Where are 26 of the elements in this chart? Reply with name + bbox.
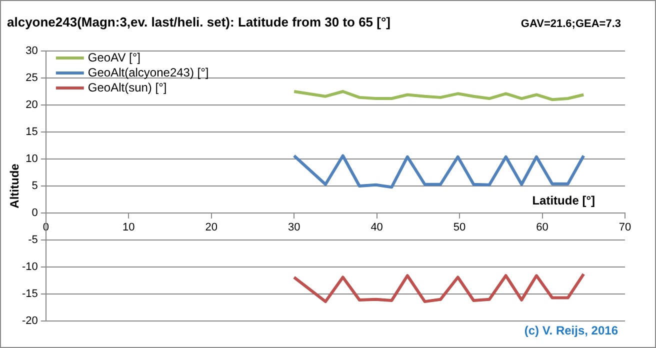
x-tick-label: 30 [288,222,300,234]
x-tick-label: 10 [122,222,135,234]
x-axis-title: Latitude [°] [532,193,595,208]
legend-label: GeoAlt(sun) [°] [88,80,167,94]
y-tick-label: 25 [26,72,38,84]
legend-label: GeoAV [°] [88,50,141,64]
x-tick-label: 50 [453,222,466,234]
x-tick-label: 40 [370,222,383,234]
y-tick-label: 15 [26,126,38,138]
y-tick-label: -5 [28,234,38,246]
text: (c) V. Reijs, 2016 [524,323,618,338]
x-tick-label: 70 [618,222,632,234]
y-tick-label: 5 [32,180,38,192]
legend-label: GeoAlt(alcyone243) [°] [88,65,209,80]
y-tick-label: -15 [22,288,38,300]
y-tick-label: 10 [26,153,38,166]
x-tick-label: 60 [536,222,548,234]
y-tick-label: -10 [22,261,38,274]
y-tick-label: 20 [26,99,38,112]
x-tick-label: 20 [205,222,218,234]
y-tick-label: 0 [32,207,38,220]
text: GAV=21.6;GEA=7.3 [520,18,621,30]
y-tick-label: -20 [22,315,38,328]
y-axis-title: Altitude [7,163,22,208]
chart-title: alcyone243(Magn:3,ev. last/heli. set): Latitude from 30 to 65 [°] [7,14,390,30]
y-tick-label: 30 [26,45,38,58]
